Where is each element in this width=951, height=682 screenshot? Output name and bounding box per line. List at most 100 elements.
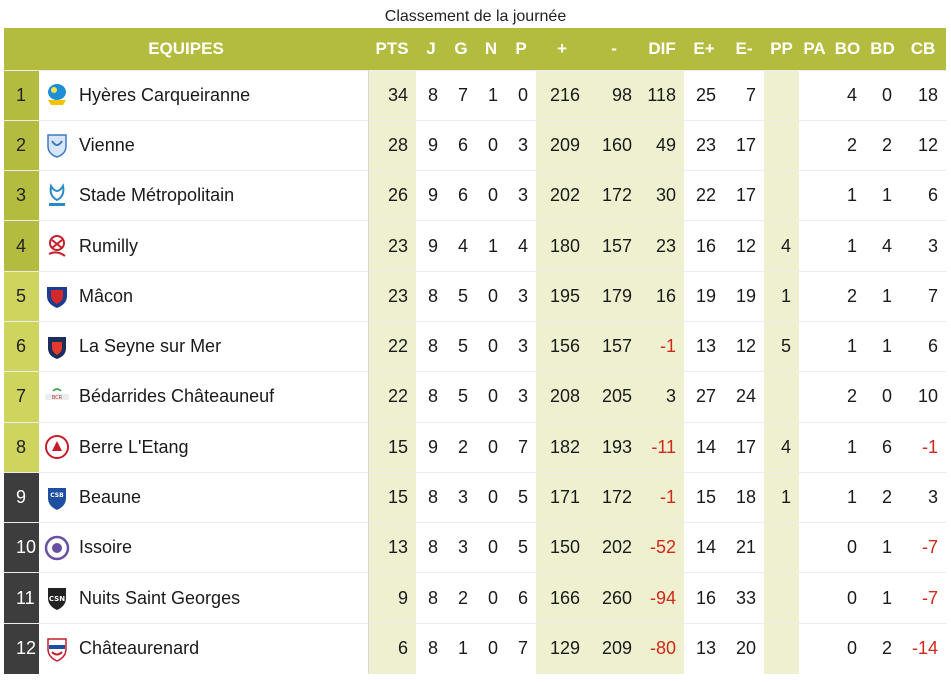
pp-cell [764,572,800,624]
team-name[interactable]: Stade Métropolitain [75,170,369,221]
bd-cell: 1 [882,185,893,206]
team-name[interactable]: Rumilly [75,220,369,272]
team-name[interactable]: Hyères Carqueiranne [75,70,369,121]
table-row[interactable]: 6 La Seyne sur Mer 22 8 5 0 3 156 157 -1 13 12 5 1 1 6 [4,321,947,372]
dif-cell: 23 [640,220,685,272]
n-cell: 0 [488,587,499,608]
header-g[interactable]: G [446,28,477,70]
plus-cell: 208 [536,371,589,423]
pp-cell: 4 [764,220,800,272]
berre-letang-logo [43,433,71,461]
team-name[interactable]: Nuits Saint Georges [75,572,369,624]
header-pp[interactable]: PP [764,28,800,70]
p-cell: 4 [518,235,529,256]
em-cell: 12 [736,235,757,256]
header-pts[interactable]: PTS [368,28,417,70]
team-name[interactable]: Bédarrides Châteauneuf [75,371,369,423]
minus-cell: 205 [588,371,641,423]
rank-cell: 1 [4,70,39,121]
g-cell: 2 [458,587,469,608]
ep-cell: 19 [696,285,717,306]
team-name[interactable]: Berre L'Etang [75,422,369,473]
header-p[interactable]: P [506,28,537,70]
g-cell: 3 [458,487,469,508]
p-cell: 3 [518,285,529,306]
table-row[interactable]: 1 Hyères Carqueiranne 34 8 7 1 0 216 98 118 25 7 4 0 1… [4,70,947,121]
pts-cell: 22 [368,321,417,372]
header-cb[interactable]: CB [900,28,947,70]
header-ep[interactable]: E+ [684,28,725,70]
team-name[interactable]: Mâcon [75,271,369,322]
g-cell: 1 [458,638,469,659]
n-cell: 0 [488,386,499,407]
pa-cell [799,472,830,522]
bo-cell: 2 [847,134,858,155]
header-dif[interactable]: DIF [640,28,685,70]
team-name[interactable]: Beaune [75,472,369,523]
table-row[interactable]: 4 Rumilly 23 9 4 1 4 180 157 23 16 12 4 1 4 3 [4,220,947,272]
bd-cell: 0 [882,84,893,105]
em-cell: 7 [746,84,757,105]
bo-cell: 1 [847,336,858,357]
table-row[interactable]: 2 Vienne 28 9 6 0 3 209 160 49 23 17 2 2 12 [4,120,947,171]
team-name[interactable]: Issoire [75,522,369,573]
em-cell: 17 [736,185,757,206]
pts-cell: 15 [368,472,417,523]
header-bd[interactable]: BD [865,28,901,70]
minus-cell: 260 [588,572,641,624]
rank-cell: 7 [4,371,39,423]
n-cell: 0 [488,487,499,508]
pa-cell [799,70,830,120]
table-row[interactable]: 11 CSN Nuits Saint Georges 9 8 2 0 6 166 260 -94 16… [4,572,947,624]
pts-cell: 23 [368,271,417,322]
issoire-logo [43,534,71,562]
g-cell: 6 [458,185,469,206]
p-cell: 5 [518,487,529,508]
pp-cell: 5 [764,321,800,372]
ep-cell: 23 [696,134,717,155]
team-name[interactable]: La Seyne sur Mer [75,321,369,372]
plus-cell: 180 [536,220,589,272]
bd-cell: 6 [882,436,893,457]
g-cell: 2 [458,436,469,457]
chateaurenard-logo [43,635,71,663]
header-equipes[interactable]: EQUIPES [4,28,369,70]
rank-cell: 10 [4,522,39,573]
pts-cell: 23 [368,220,417,272]
header-pa[interactable]: PA [799,28,831,70]
n-cell: 1 [488,235,499,256]
pts-cell: 13 [368,522,417,573]
header-j[interactable]: J [416,28,447,70]
dif-cell: -11 [640,422,685,473]
team-logo-cell [39,171,75,221]
table-row[interactable]: 12 Châteaurenard 6 8 1 0 7 129 209 -80 13 20 0 2 -14 [4,623,947,674]
table-row[interactable]: 10 Issoire 13 8 3 0 5 150 202 -52 14 21 0 1 -7 [4,522,947,573]
table-row[interactable]: 3 Stade Métropolitain 26 9 6 0 3 202 172 30 22 17 1 1… [4,170,947,221]
em-cell: 19 [736,285,757,306]
table-row[interactable]: 7 BCR Bédarrides Châteauneuf 22 8 5 0 3 208 205 3 2… [4,371,947,423]
p-cell: 7 [518,638,529,659]
j-cell: 8 [428,587,439,608]
bo-cell: 1 [847,436,858,457]
j-cell: 8 [428,84,439,105]
bo-cell: 1 [847,235,858,256]
header-em[interactable]: E- [724,28,765,70]
hyeres-carqueiranne-logo [43,81,71,109]
team-name[interactable]: Châteaurenard [75,623,369,674]
header-minus[interactable]: - [588,28,641,70]
pts-cell: 34 [368,70,417,121]
pa-cell [799,573,830,623]
header-n[interactable]: N [476,28,507,70]
j-cell: 8 [428,285,439,306]
header-plus[interactable]: + [536,28,589,70]
pa-cell [799,523,830,573]
header-bo[interactable]: BO [830,28,866,70]
n-cell: 0 [488,336,499,357]
bd-cell: 1 [882,285,893,306]
pa-cell [799,171,830,221]
table-row[interactable]: 8 Berre L'Etang 15 9 2 0 7 182 193 -11 14 17 4 1 6 -1 [4,422,947,473]
team-name[interactable]: Vienne [75,120,369,171]
table-row[interactable]: 5 Mâcon 23 8 5 0 3 195 179 16 19 19 1 2 1 7 [4,271,947,322]
table-row[interactable]: 9 CSB Beaune 15 8 3 0 5 171 172 -1 15 18 1 1 2 3 [4,472,947,523]
la-seyne-logo [43,333,71,361]
